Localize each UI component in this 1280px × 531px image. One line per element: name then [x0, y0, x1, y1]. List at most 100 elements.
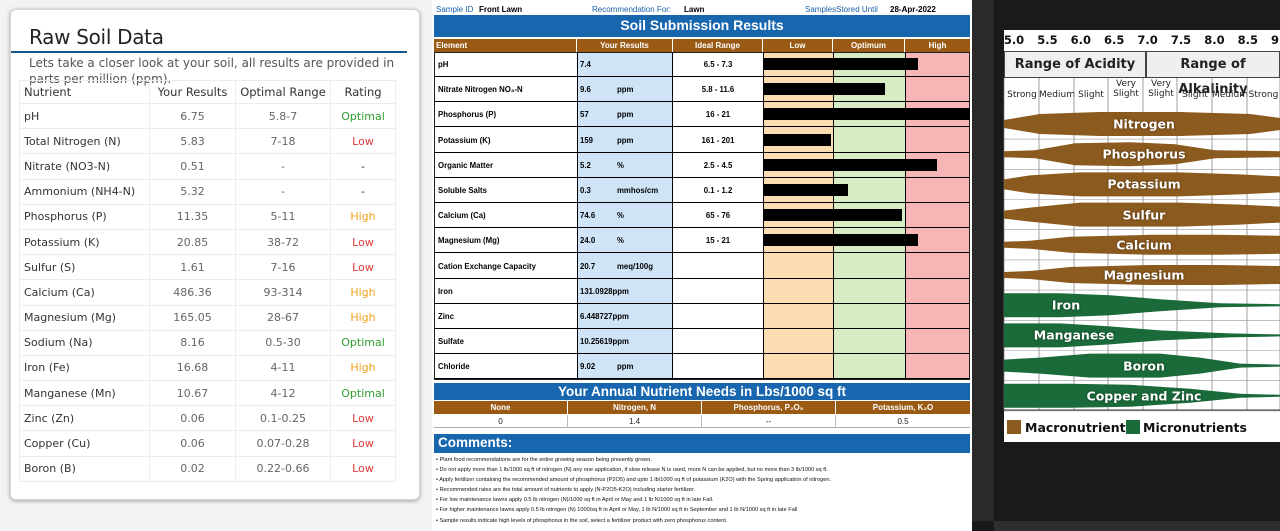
header-optimum: Optimum [833, 39, 905, 52]
ideal-range: 16 - 21 [705, 110, 731, 120]
raw-soil-panel: Raw Soil Data Lets take a closer look at… [0, 0, 432, 531]
element-name: Sulfate [438, 337, 464, 347]
raw-soil-row: Total Nitrogen (N) 5.83 7-18 Low [19, 128, 396, 155]
ideal-range: 161 - 201 [701, 135, 735, 145]
col-optimal-range: Optimal Range [235, 80, 331, 104]
element-name: Soluble Salts [438, 186, 487, 195]
ph-tick-label: 6.0 [1070, 33, 1091, 47]
needs-phosphorus-value: -- [702, 415, 836, 428]
range-of-acidity: Range of Acidity [1004, 51, 1146, 78]
raw-soil-row: Phosphorus (P) 11.35 5-11 High [19, 203, 396, 230]
results-row: Organic Matter 5.2% 2.5 - 4.5 [434, 153, 970, 178]
element-name: Zinc [438, 312, 455, 321]
raw-soil-row: Magnesium (Mg) 165.05 28-67 High [19, 304, 396, 331]
result-value: 24.0 [580, 236, 596, 246]
result-cell: 11.35 [149, 203, 236, 230]
result-level-bar [763, 209, 902, 222]
result-cell: 8.16 [149, 329, 236, 356]
col-your-results: Your Results [149, 80, 236, 104]
header-element: Element [434, 39, 577, 52]
macronutrients-legend: Macronutrients [1025, 420, 1134, 435]
optimal-cell: 0.07-0.28 [235, 430, 331, 457]
results-row: pH 7.4 6.5 - 7.3 [434, 52, 970, 77]
optimal-cell: 5-11 [235, 203, 331, 230]
nutrient-cell: Magnesium (Mg) [19, 304, 150, 331]
element-name: Phosphorus (P) [438, 110, 497, 120]
stored-until-date: 28-Apr-2022 [890, 5, 936, 14]
optimal-cell: 0.22-0.66 [235, 455, 331, 482]
nutrient-band-shape [1004, 142, 1280, 167]
ideal-range: 6.5 - 7.3 [703, 60, 733, 69]
ph-tick-label: 7.5 [1170, 33, 1192, 47]
raw-soil-title: Raw Soil Data [29, 25, 164, 49]
rating-cell: Low [330, 228, 396, 256]
result-unit: ppm [617, 362, 634, 372]
nutrient-band-shape [1004, 293, 1280, 318]
nutrient-band-shape [1004, 323, 1280, 348]
raw-soil-row: Manganese (Mn) 10.67 4-12 Optimal [19, 380, 396, 407]
result-cell: 16.68 [149, 354, 236, 382]
grid-line [577, 52, 578, 380]
result-cell: 0.06 [149, 430, 236, 457]
result-unit: % [617, 160, 624, 170]
results-row: Chloride 9.02 ppm [434, 354, 970, 380]
nutrient-band-label: Phosphorus [1102, 146, 1186, 162]
col-rating: Rating [330, 80, 396, 104]
header-high: High [928, 41, 947, 50]
rating-cell: Low [330, 128, 396, 155]
sample-id-label: Sample ID [436, 5, 474, 14]
rating-cell: - [330, 153, 396, 180]
rating-cell: High [330, 354, 396, 382]
needs-header-none: None [434, 401, 568, 414]
results-row: Iron 131.0928ppm [434, 279, 970, 304]
result-value: 57 [580, 110, 589, 120]
ph-tick-label: 6.5 [1104, 33, 1125, 47]
result-level-bar [763, 234, 919, 247]
ideal-range: 15 - 21 [705, 236, 731, 246]
strength-label: Medium [1212, 90, 1248, 100]
results-row: Potassium (K) 159 ppm 161 - 201 [434, 128, 970, 153]
grid-line [905, 52, 906, 380]
rating-cell: Low [330, 430, 396, 457]
nutrient-band-shape [1004, 265, 1280, 285]
dark-side-strip [972, 0, 994, 521]
ph-tick-label: 8.0 [1204, 33, 1225, 47]
strength-label: Slight [1078, 90, 1104, 100]
result-unit: ppm [617, 110, 634, 120]
element-name: pH [438, 60, 449, 69]
rating-cell: High [330, 203, 396, 230]
comment-item: • Recommended rates are the total amount… [436, 487, 696, 494]
result-value: 9.6 [580, 85, 591, 95]
result-cell: 0.51 [149, 153, 236, 180]
result-level-bar [763, 158, 937, 171]
result-level-bar [763, 184, 848, 196]
sample-id-value: Front Lawn [479, 5, 523, 14]
submission-title: Soil Submission Results [434, 15, 970, 37]
results-header-row: Element Your Results Ideal Range Low Opt… [434, 39, 970, 52]
comment-item: • For higher maintenance lawns apply 0.5… [436, 507, 798, 514]
results-row: Phosphorus (P) 57 ppm 16 - 21 [434, 102, 970, 128]
nutrient-band-label: Boron [1123, 358, 1165, 374]
stored-until-label: SamplesStored Until [805, 5, 878, 14]
ph-tick-label: 9.0 [1271, 33, 1280, 47]
element-name: Cation Exchange Capacity [438, 261, 536, 271]
rating-cell: High [330, 279, 396, 306]
result-unit: % [617, 236, 624, 246]
ideal-range: 2.5 - 4.5 [703, 160, 733, 170]
element-name: Calcium (Ca) [438, 211, 486, 221]
result-cell: 165.05 [149, 304, 236, 331]
raw-soil-row: Boron (B) 0.02 0.22-0.66 Low [19, 455, 396, 482]
needs-values-row: 0 1.4 -- 0.5 [434, 415, 970, 428]
result-level-bar [763, 58, 919, 70]
nutrient-band-label: Iron [1051, 297, 1081, 313]
raw-soil-row: Potassium (K) 20.85 38-72 Low [19, 228, 396, 256]
dark-bottom-strip [994, 521, 1280, 531]
raw-soil-row: Copper (Cu) 0.06 0.07-0.28 Low [19, 430, 396, 457]
optimal-cell: 4-12 [235, 380, 331, 407]
ideal-range: 5.8 - 11.6 [701, 85, 735, 95]
annual-needs-title: Your Annual Nutrient Needs in Lbs/1000 s… [434, 383, 970, 400]
results-row: Calcium (Ca) 74.6% 65 - 76 [434, 203, 970, 229]
high-zone [905, 52, 970, 380]
results-grid [434, 52, 970, 380]
